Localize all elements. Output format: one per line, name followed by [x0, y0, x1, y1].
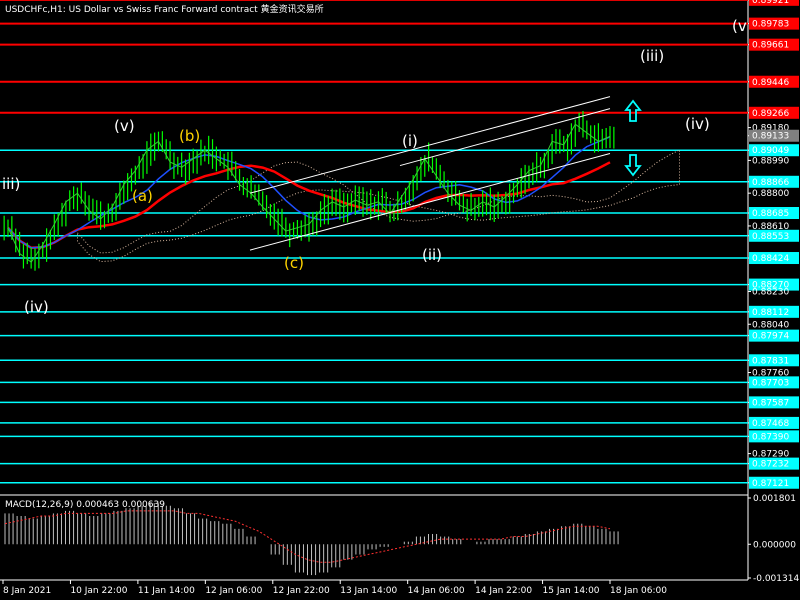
price-label-bg: [749, 175, 799, 188]
up-arrow-icon: [624, 99, 642, 122]
wave-label: (iii): [640, 47, 664, 65]
wave-label: (iv): [24, 298, 49, 316]
channel-upper: [249, 96, 611, 194]
price-label-bg: [749, 457, 799, 470]
wave-label: (v: [732, 17, 747, 35]
price-tick-label: 0.89661: [752, 41, 789, 51]
price-tick-label: 0.88270: [752, 281, 789, 291]
channel-lower: [249, 153, 611, 251]
price-tick-label: 0.88112: [752, 308, 789, 318]
price-tick-label: 0.87760: [752, 369, 789, 379]
price-label-bg: [749, 416, 799, 429]
macd-tick-label: 0.001801: [753, 494, 796, 504]
signal-arrows: [624, 99, 642, 177]
price-tick-label: 0.88990: [752, 156, 789, 166]
price-label-bg: [749, 129, 799, 142]
wave-label: iii): [2, 175, 20, 193]
trend-channel: [249, 96, 611, 251]
price-tick-label: 0.89180: [752, 124, 789, 134]
price-label-bg: [749, 252, 799, 265]
price-tick-label: 0.87290: [752, 450, 789, 460]
price-label-bg: [749, 329, 799, 342]
price-tick-label: 0.89446: [752, 78, 789, 88]
price-label-bg: [749, 75, 799, 88]
price-label-bg: [749, 0, 799, 6]
wave-label: (iv): [685, 115, 710, 133]
price-label-bg: [749, 430, 799, 443]
time-tick-label: 12 Jan 06:00: [205, 586, 262, 596]
price-label-bg: [749, 278, 799, 291]
price-label-bg: [749, 229, 799, 242]
price-label-bg: [749, 38, 799, 51]
price-tick-label: 0.89049: [752, 146, 789, 156]
price-label-bg: [749, 354, 799, 367]
time-tick-label: 14 Jan 22:00: [475, 586, 532, 596]
time-axis: 8 Jan 2021 10 Jan 22:00 11 Jan 14:00 12 Jan…: [2, 580, 667, 596]
price-tick-label: 0.88553: [752, 232, 789, 242]
time-tick-label: 13 Jan 14:00: [340, 586, 397, 596]
time-tick-label: 15 Jan 14:00: [543, 586, 600, 596]
price-tick-label: 0.87703: [752, 378, 789, 388]
price-tick-label: 0.87390: [752, 432, 789, 442]
channel-mid: [399, 108, 611, 167]
price-tick-label: 0.88040: [752, 320, 789, 330]
price-label-bg: [749, 207, 799, 220]
macd-signal-line: [4, 510, 611, 563]
price-candles: [3, 110, 615, 271]
macd-tick-label: -0.001314: [753, 574, 799, 584]
price-tick-label: 0.88610: [752, 222, 789, 232]
wave-label: (a): [132, 187, 153, 205]
price-tick-label: 0.89133: [752, 132, 789, 142]
wave-label: (ii): [422, 246, 442, 264]
price-tick-label: 0.87587: [752, 398, 789, 408]
macd-panel: 0.001801 0.000000 -0.001314: [4, 494, 799, 584]
chart-title: USDCHFc,H1: US Dollar vs Swiss Franc For…: [5, 3, 324, 15]
time-tick-label: 12 Jan 22:00: [273, 586, 330, 596]
price-tick-label: 0.87232: [752, 460, 789, 470]
time-tick-label: 10 Jan 22:00: [70, 586, 127, 596]
price-tick-label: 0.87121: [752, 479, 789, 489]
price-tick-label: 0.87831: [752, 356, 789, 366]
wave-label: (v): [114, 117, 135, 135]
price-line: [7, 123, 611, 263]
price-tick-label: 0.88230: [752, 287, 789, 297]
price-label-bg: [749, 396, 799, 409]
price-label-bg: [749, 476, 799, 489]
wave-label: (c): [284, 254, 304, 272]
price-axis: 0.89921 0.89783 0.89661 0.89446 0.89266 0.891…: [748, 0, 799, 489]
macd-tick-label: 0.000000: [753, 540, 796, 550]
time-tick-label: 18 Jan 06:00: [610, 586, 667, 596]
wave-label: (b): [179, 127, 200, 145]
price-label-bg: [749, 376, 799, 389]
price-label-bg: [749, 17, 799, 30]
price-tick-label: 0.89783: [752, 20, 789, 30]
price-label-bg: [749, 144, 799, 157]
wave-labels: iii) (iv) (v) (b) (a) (c) (i) (ii) (iii) (iv) (v: [2, 17, 747, 316]
time-tick-label: 14 Jan 06:00: [408, 586, 465, 596]
price-tick-label: 0.89266: [752, 109, 789, 119]
price-tick-label: 0.87974: [752, 332, 789, 342]
price-tick-label: 0.88685: [752, 209, 789, 219]
price-tick-label: 0.88866: [752, 178, 789, 188]
price-label-bg: [749, 305, 799, 318]
time-tick-label: 11 Jan 14:00: [138, 586, 195, 596]
price-label-bg: [749, 106, 799, 119]
price-tick-label: 0.88424: [752, 254, 789, 264]
wave-label: (i): [402, 132, 418, 150]
price-tick-label: 0.89921: [752, 0, 789, 6]
macd-label: MACD(12,26,9) 0.000463 0.000639: [5, 500, 165, 510]
price-tick-label: 0.88800: [752, 189, 789, 199]
price-tick-label: 0.87468: [752, 419, 789, 429]
price-levels: [0, 0, 749, 581]
time-tick-label: 8 Jan 2021: [3, 586, 51, 596]
down-arrow-icon: [624, 154, 642, 177]
